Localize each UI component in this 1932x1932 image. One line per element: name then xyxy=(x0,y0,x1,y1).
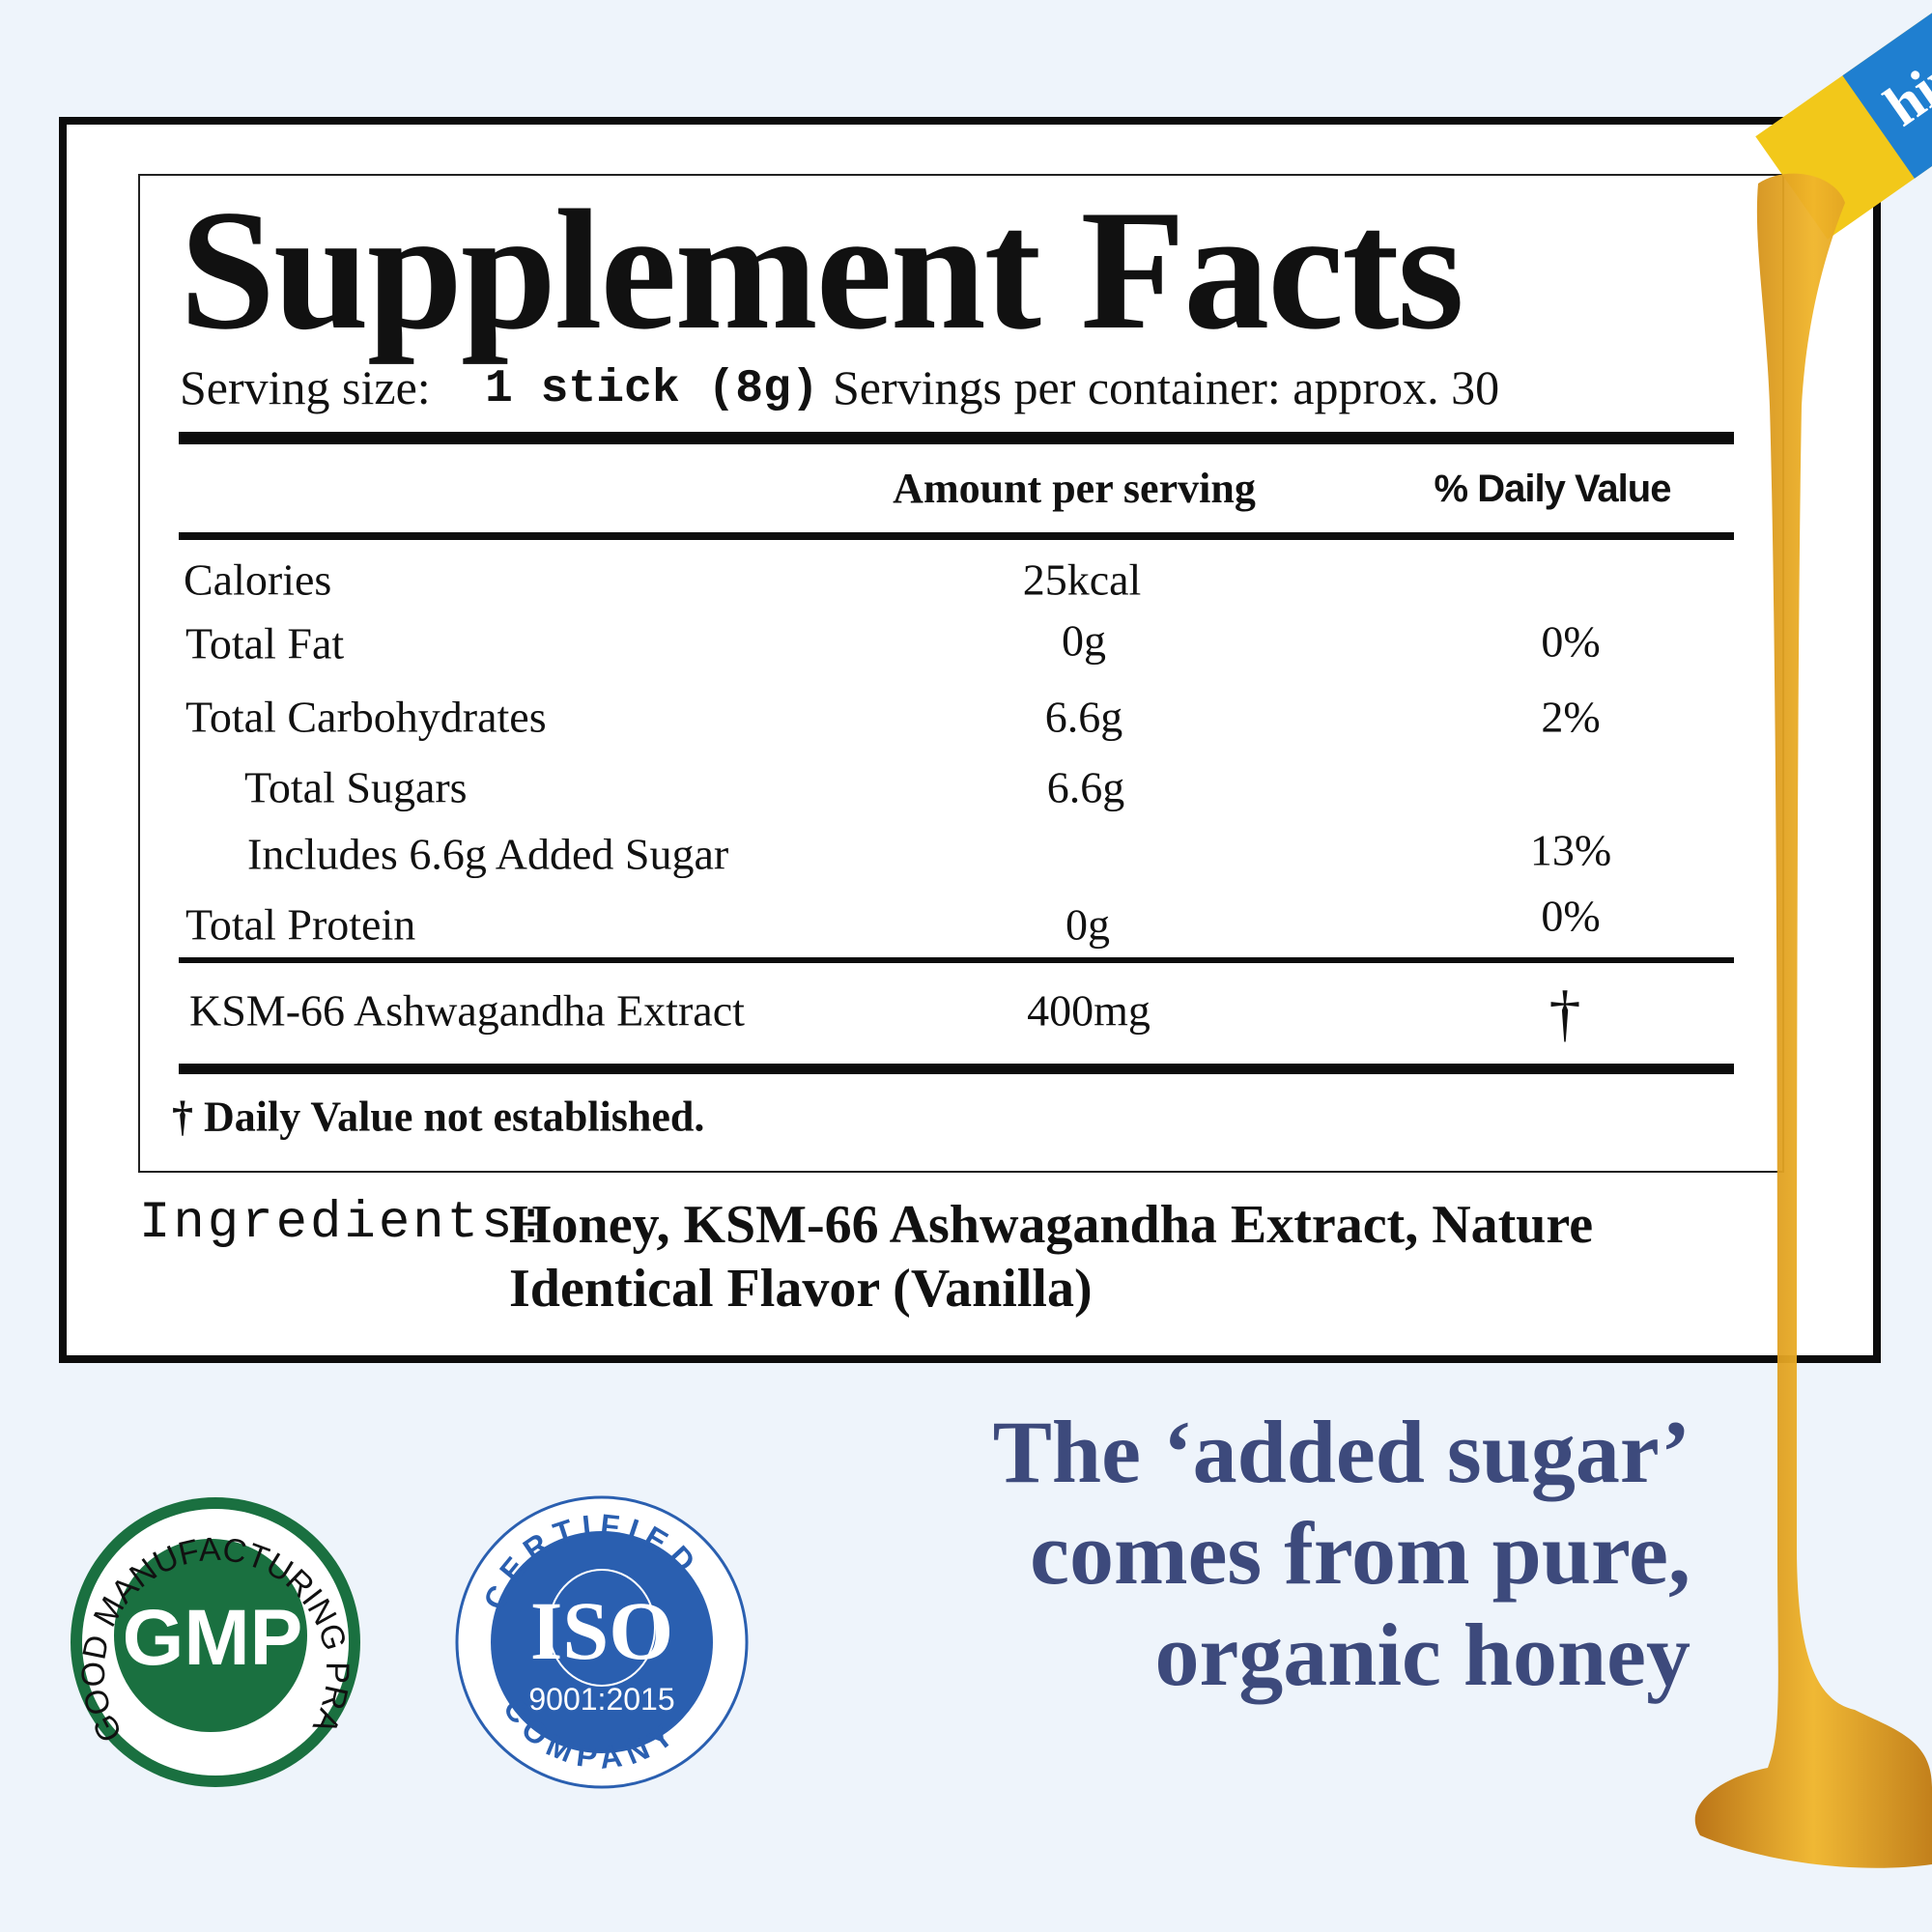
servings-per-container: Servings per container: approx. 30 xyxy=(833,360,1500,414)
ingredients-label: Ingredients: xyxy=(139,1194,550,1253)
gmp-badge: GOOD MANUFACTURING PRACTICE GMP xyxy=(66,1492,360,1787)
iso-code: 9001:2015 xyxy=(528,1682,674,1717)
nutrient-amount: 6.6g xyxy=(1046,762,1125,812)
nutrient-label: Total Fat xyxy=(185,618,345,668)
ingredients-line-1: Honey, KSM-66 Ashwagandha Extract, Natur… xyxy=(509,1195,1594,1255)
extract-label: KSM-66 Ashwagandha Extract xyxy=(189,985,745,1036)
nutrient-label: Total Sugars xyxy=(244,762,468,812)
nutrient-label: Total Protein xyxy=(185,899,416,950)
header-amount: Amount per serving xyxy=(893,465,1256,512)
header-daily-value: % Daily Value xyxy=(1434,468,1672,510)
nutrient-amount: 0g xyxy=(1062,615,1106,666)
nutrient-dv: 0% xyxy=(1541,891,1601,941)
nutrient-amount: 6.6g xyxy=(1044,692,1123,742)
nutrient-dv: 2% xyxy=(1541,692,1601,742)
tagline-line-1: The ‘added sugar’ xyxy=(992,1403,1690,1501)
serving-size-label: Serving size: xyxy=(180,360,431,414)
divider xyxy=(179,957,1734,963)
nutrient-label: Total Carbohydrates xyxy=(185,692,547,742)
serving-size-value: 1 stick (8g) xyxy=(485,363,819,415)
panel-title: Supplement Facts xyxy=(180,174,1464,365)
extract-dv-dagger: † xyxy=(1548,979,1581,1049)
extract-amount: 400mg xyxy=(1027,985,1151,1036)
iso-text: ISO xyxy=(530,1584,673,1677)
divider-thick xyxy=(179,1064,1734,1074)
gmp-text: GMP xyxy=(123,1594,303,1682)
honey-stick: hiv xyxy=(1755,0,1932,240)
footnote: † Daily Value not established. xyxy=(172,1093,705,1141)
tagline-line-3: organic honey xyxy=(1154,1605,1690,1704)
nutrient-amount: 25kcal xyxy=(1022,554,1142,605)
nutrient-dv: 0% xyxy=(1541,616,1601,667)
honey-stream xyxy=(1694,173,1932,1868)
nutrient-label: Calories xyxy=(184,554,332,605)
tagline-line-2: comes from pure, xyxy=(1030,1504,1690,1603)
ingredients-line-2: Identical Flavor (Vanilla) xyxy=(509,1259,1093,1319)
honey-stick-illustration: hiv xyxy=(1694,0,1932,1868)
divider-thick xyxy=(179,432,1734,444)
globe-icon xyxy=(548,1569,656,1687)
supplement-facts-panel xyxy=(138,174,1784,1173)
nutrient-label: Includes 6.6g Added Sugar xyxy=(247,829,729,879)
nutrient-amount: 0g xyxy=(1065,899,1110,950)
nutrient-dv: 13% xyxy=(1529,825,1612,875)
divider xyxy=(179,532,1734,540)
iso-badge: CERTIFIED COMPANY ISO 9001:2015 xyxy=(455,1495,749,1789)
